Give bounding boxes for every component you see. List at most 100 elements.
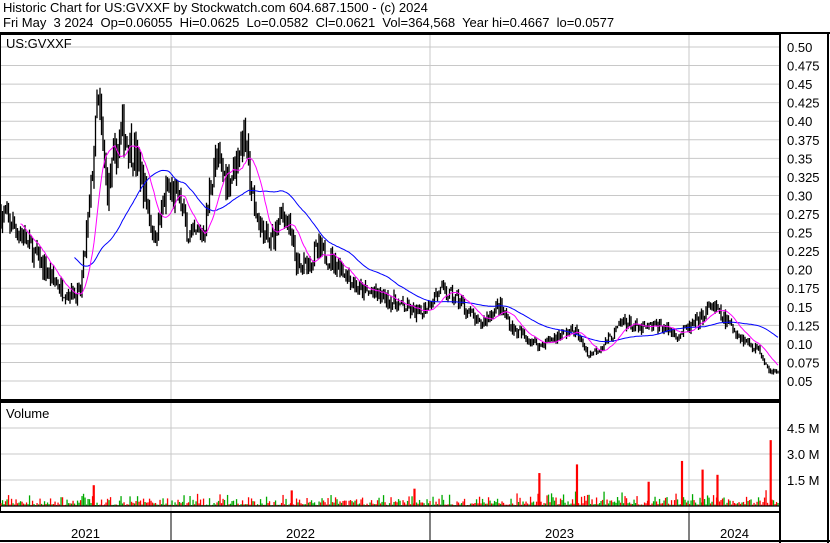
volume-bar <box>4 501 7 506</box>
volume-bar <box>613 501 616 506</box>
volume-bar <box>517 501 520 506</box>
volume-bar <box>7 495 10 506</box>
volume-bar <box>555 497 557 506</box>
volume-bar <box>556 504 559 506</box>
volume-bar <box>135 501 137 506</box>
volume-bar <box>577 503 580 506</box>
volume-bar <box>489 500 491 506</box>
volume-bar <box>265 496 268 506</box>
volume-bar <box>634 503 637 506</box>
price-tick-label: 0.075 <box>787 355 820 370</box>
volume-bar <box>354 500 356 506</box>
volume-bar <box>352 502 355 506</box>
volume-bar <box>550 493 553 506</box>
volume-bar <box>723 497 725 506</box>
volume-bar <box>483 502 485 506</box>
volume-bar <box>88 499 91 506</box>
volume-bar <box>186 503 188 506</box>
volume-bar <box>307 502 310 506</box>
volume-bar <box>351 501 353 506</box>
volume-bar <box>361 497 364 506</box>
volume-bar <box>729 500 731 506</box>
year-label: 2022 <box>286 526 315 541</box>
volume-bar <box>393 501 395 506</box>
volume-bar <box>438 498 440 506</box>
volume-bar <box>118 500 121 506</box>
volume-bar <box>166 498 169 506</box>
volume-bar <box>697 504 700 506</box>
volume-bar <box>685 502 688 506</box>
volume-bar <box>615 502 617 506</box>
volume-bar <box>61 497 64 506</box>
volume-bar <box>52 504 55 506</box>
volume-bar <box>474 503 476 506</box>
volume-bar <box>54 501 56 506</box>
volume-bar <box>571 499 574 506</box>
volume-bar <box>417 503 419 506</box>
volume-bar <box>463 498 466 506</box>
volume-bar <box>147 502 149 506</box>
volume-bar <box>691 494 694 506</box>
volume-bar <box>607 503 610 506</box>
volume-bar <box>498 503 500 506</box>
volume-bar <box>762 502 764 506</box>
volume-bar <box>546 495 548 506</box>
volume-bar <box>249 504 251 506</box>
volume-bar <box>418 499 421 506</box>
volume-bar <box>583 495 586 506</box>
volume-bar <box>699 497 701 506</box>
year-label: 2024 <box>720 526 749 541</box>
volume-bar <box>402 500 404 506</box>
volume-bar <box>9 504 11 506</box>
volume-bar <box>340 502 343 506</box>
price-tick-label: 0.30 <box>787 188 812 203</box>
volume-bar <box>768 504 770 506</box>
volume-bar <box>70 503 73 506</box>
volume-bar <box>639 504 641 506</box>
volume-bar <box>339 501 341 506</box>
volume-bar <box>759 500 761 506</box>
volume-bar <box>522 501 524 506</box>
volume-bar <box>343 500 346 506</box>
volume-bar <box>647 481 650 506</box>
price-tick-label: 0.35 <box>787 151 812 166</box>
volume-bar <box>342 500 344 506</box>
volume-bar <box>46 502 49 506</box>
volume-bar <box>106 498 109 506</box>
volume-bar <box>435 501 437 506</box>
volume-bar <box>60 497 62 506</box>
volume-bar <box>240 504 242 506</box>
volume-bar <box>516 493 518 506</box>
volume-bar <box>480 503 482 506</box>
volume-bar <box>525 501 527 506</box>
volume-bar <box>690 500 692 506</box>
volume-bar <box>667 503 670 506</box>
volume-bar <box>37 504 40 506</box>
volume-bar <box>1 500 4 506</box>
volume-bar <box>345 500 347 506</box>
volume-bar <box>442 499 445 506</box>
volume-bar <box>570 503 572 506</box>
volume-bar <box>630 503 632 506</box>
volume-bar <box>183 495 185 506</box>
volume-bar <box>766 502 769 506</box>
volume-bar <box>114 504 116 506</box>
volume-bar <box>132 502 134 506</box>
volume-bar <box>145 502 148 506</box>
volume-bar <box>289 503 292 506</box>
volume-bar <box>471 503 473 506</box>
volume-bar <box>290 490 293 506</box>
volume-bar <box>243 504 245 506</box>
volume-bar <box>501 501 503 506</box>
volume-bar <box>385 504 388 506</box>
volume-bar <box>591 499 593 506</box>
volume-bar <box>678 504 680 506</box>
volume-bar <box>144 501 146 506</box>
volume-bar <box>505 504 508 506</box>
volume-bar <box>27 504 29 506</box>
volume-bar <box>51 504 53 506</box>
volume-bar <box>250 498 253 506</box>
chart-title: Historic Chart for US:GVXXF by Stockwatc… <box>3 0 428 15</box>
volume-bar <box>372 503 374 506</box>
